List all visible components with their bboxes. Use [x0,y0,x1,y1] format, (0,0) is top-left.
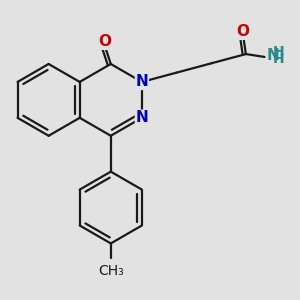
Text: N: N [136,74,148,89]
Text: N: N [267,48,279,63]
Text: O: O [98,34,111,49]
Text: H: H [272,45,284,59]
Text: H: H [272,52,284,66]
Text: O: O [236,24,250,39]
Text: N: N [136,110,148,125]
Text: CH₃: CH₃ [98,264,124,278]
